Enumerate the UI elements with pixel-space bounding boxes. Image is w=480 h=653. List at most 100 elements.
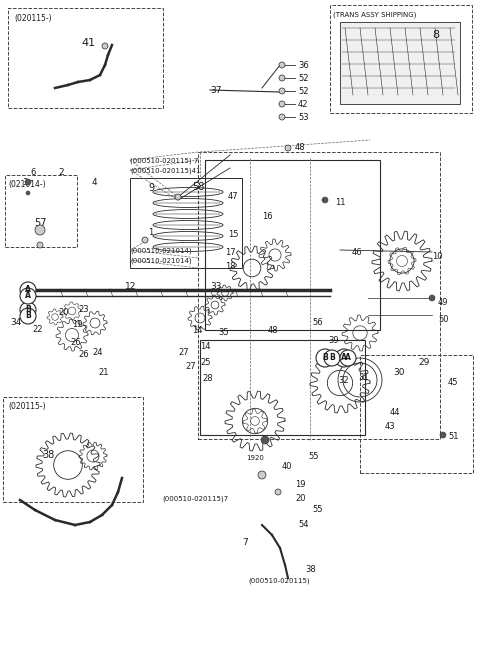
Text: 3: 3 [22, 178, 27, 187]
Bar [205, 160, 380, 330]
Bar [330, 5, 472, 113]
Text: 47: 47 [228, 192, 239, 201]
Circle shape [142, 237, 148, 243]
Text: 25: 25 [200, 358, 211, 367]
Circle shape [440, 432, 446, 438]
Text: 43: 43 [385, 422, 396, 431]
Text: 16: 16 [262, 212, 273, 221]
Bar [340, 22, 460, 104]
Text: 46: 46 [352, 248, 362, 257]
Text: 55: 55 [312, 505, 323, 514]
Text: 22: 22 [32, 325, 43, 334]
Text: B: B [322, 353, 328, 362]
Text: (020115-): (020115-) [8, 402, 46, 411]
Text: 51: 51 [448, 432, 458, 441]
Text: 55: 55 [308, 452, 319, 461]
Text: 45: 45 [448, 378, 458, 387]
Text: A: A [345, 353, 351, 362]
Bar [5, 175, 77, 247]
Text: 42: 42 [298, 100, 309, 109]
Text: 44: 44 [390, 408, 400, 417]
Text: (000510-020115) 7: (000510-020115) 7 [130, 158, 198, 165]
Text: 17: 17 [225, 248, 236, 257]
Circle shape [102, 43, 108, 49]
Text: 31: 31 [358, 373, 369, 382]
Text: 9: 9 [148, 183, 154, 193]
Text: 8: 8 [432, 30, 439, 40]
Bar [3, 397, 143, 502]
Text: 56: 56 [312, 318, 323, 327]
Text: 49: 49 [438, 298, 448, 307]
Text: 48: 48 [295, 143, 306, 152]
Circle shape [279, 114, 285, 120]
Text: 39: 39 [328, 336, 338, 345]
Text: 1920: 1920 [246, 455, 264, 461]
Text: 7: 7 [242, 538, 248, 547]
Text: B: B [25, 311, 31, 321]
Circle shape [20, 308, 36, 324]
Text: 20: 20 [295, 494, 305, 503]
Text: 58: 58 [192, 182, 204, 192]
Text: (021014-): (021014-) [8, 180, 46, 189]
Text: 4: 4 [92, 178, 97, 187]
Text: 57: 57 [34, 218, 46, 228]
Text: 27: 27 [178, 348, 189, 357]
Text: 50: 50 [438, 315, 448, 324]
Circle shape [20, 288, 36, 304]
Text: 53: 53 [298, 113, 309, 122]
Text: 18: 18 [225, 262, 236, 271]
Text: 6: 6 [30, 168, 36, 177]
Circle shape [20, 282, 36, 298]
Circle shape [258, 471, 266, 479]
Circle shape [279, 62, 285, 68]
Text: (000510-020115)41: (000510-020115)41 [130, 168, 201, 174]
Text: 14: 14 [192, 326, 203, 335]
Text: 26: 26 [70, 338, 81, 347]
Text: 35: 35 [218, 328, 228, 337]
Bar [200, 340, 365, 435]
Text: 27: 27 [185, 362, 196, 371]
Text: 23: 23 [78, 305, 89, 314]
Text: 28: 28 [202, 374, 213, 383]
Text: 30: 30 [393, 368, 405, 377]
Circle shape [335, 349, 353, 367]
Text: (000510-021014): (000510-021014) [130, 248, 192, 255]
Text: 24: 24 [92, 348, 103, 357]
Bar [360, 355, 473, 473]
Text: 1: 1 [148, 228, 153, 237]
Text: 52: 52 [298, 87, 309, 96]
Text: 38: 38 [42, 450, 54, 460]
Circle shape [324, 350, 340, 366]
Text: 36: 36 [298, 61, 309, 70]
Circle shape [25, 179, 31, 185]
Text: 34: 34 [10, 318, 22, 327]
Circle shape [279, 88, 285, 94]
Text: (020115-): (020115-) [14, 14, 52, 23]
Text: 20: 20 [58, 308, 69, 317]
Text: 38: 38 [305, 565, 316, 574]
Text: A: A [25, 285, 31, 295]
Circle shape [279, 101, 285, 107]
Circle shape [340, 350, 356, 366]
Circle shape [316, 349, 334, 367]
Circle shape [285, 145, 291, 151]
Text: 54: 54 [298, 520, 309, 529]
Text: 40: 40 [282, 462, 292, 471]
Text: B: B [25, 306, 31, 315]
Text: 41: 41 [81, 38, 95, 48]
Text: 19: 19 [72, 320, 83, 329]
Text: 32: 32 [338, 376, 348, 385]
Text: (TRANS ASSY SHIPPING): (TRANS ASSY SHIPPING) [333, 11, 416, 18]
Text: A: A [341, 353, 347, 362]
Circle shape [322, 197, 328, 203]
Text: 29: 29 [418, 358, 430, 367]
Circle shape [20, 302, 36, 318]
Text: 19: 19 [295, 480, 305, 489]
Text: 14: 14 [200, 342, 211, 351]
Circle shape [261, 436, 269, 444]
Circle shape [175, 194, 181, 200]
Text: 2: 2 [58, 168, 64, 177]
Text: (000510-020115): (000510-020115) [248, 578, 310, 584]
Text: 13: 13 [25, 284, 36, 293]
Text: 10: 10 [432, 252, 443, 261]
